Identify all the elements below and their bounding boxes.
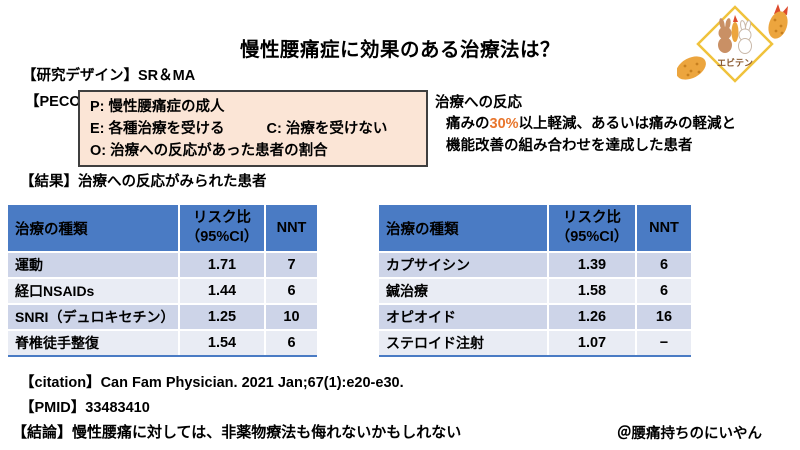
pmid-label: 【PMID】 (20, 400, 86, 416)
table-row-treatment: SNRI（デュロキセチン） (8, 305, 178, 329)
response-line2: 機能改善の組み合わせを達成した患者 (446, 138, 693, 154)
table-row-treatment: 鍼治療 (379, 279, 547, 303)
column-header-risk: リスク比 （95%CI） (549, 205, 635, 251)
pmid-line: 【PMID】33483410 (20, 396, 150, 417)
risk-header-line1: リスク比 (563, 210, 621, 226)
table-row-risk: 1.26 (549, 305, 635, 329)
study-design-line: 【研究デザイン】SR＆MA (22, 64, 195, 85)
results-heading: 【結果】治療への反応がみられた患者 (20, 174, 267, 190)
column-header-nnt: NNT (637, 205, 691, 251)
table-row-nnt: 10 (266, 305, 317, 329)
peco-label: 【PECO】 (25, 94, 96, 110)
study-design-value: SR＆MA (138, 68, 196, 84)
logo-caption: エビテン (717, 57, 753, 68)
column-header-treatment: 治療の種類 (379, 205, 547, 251)
risk-header-line2: （95%CI） (185, 229, 259, 245)
table-row-risk: 1.07 (549, 331, 635, 355)
table-row-treatment: ステロイド注射 (379, 331, 547, 355)
peco-line-c: C: 治療を受けない (266, 121, 388, 137)
table-row-treatment: 脊椎徒手整復 (8, 331, 178, 355)
column-header-nnt: NNT (266, 205, 317, 251)
peco-line-p: P: 慢性腰痛症の成人 (90, 99, 225, 115)
column-header-treatment: 治療の種類 (8, 205, 178, 251)
rabbit-white-icon (738, 20, 752, 54)
citation-label: 【citation】 (20, 375, 101, 391)
table-row-risk: 1.54 (180, 331, 264, 355)
tempura-shrimp-icon (676, 56, 706, 80)
table-row-risk: 1.25 (180, 305, 264, 329)
table-row-nnt: 6 (637, 279, 691, 303)
table-row-nnt: 7 (266, 253, 317, 277)
table-row-risk: 1.44 (180, 279, 264, 303)
response-pre: 痛みの (446, 116, 490, 132)
table-row-treatment: 運動 (8, 253, 178, 277)
risk-header-line1: リスク比 (193, 210, 251, 226)
conclusion-line: 【結論】慢性腰痛に対しては、非薬物療法も侮れないかもしれない (12, 424, 462, 441)
results-table-left: 治療の種類 リスク比 （95%CI） NNT 運動 1.71 7 経口NSAID… (8, 205, 317, 357)
column-header-risk: リスク比 （95%CI） (180, 205, 264, 251)
tempura-shrimp-icon (768, 4, 788, 39)
table-row-nnt: 6 (637, 253, 691, 277)
table-row-treatment: オピオイド (379, 305, 547, 329)
study-design-label: 【研究デザイン】 (22, 68, 138, 84)
table-row-nnt: 6 (266, 279, 317, 303)
author-credit: ＠腰痛持ちのにいやん (617, 426, 762, 442)
response-post: 以上軽減、あるいは痛みの軽減と (518, 116, 737, 132)
table-row-treatment: カプサイシン (379, 253, 547, 277)
ebi-tail-icon (731, 15, 739, 42)
peco-line-ec: E: 各種治療を受ける C: 治療を受けない (90, 118, 416, 140)
ebiten-logo-graphic: エビテン (676, 4, 788, 83)
peco-line-o: O: 治療への反応があった患者の割合 (90, 143, 328, 159)
table-row-risk: 1.39 (549, 253, 635, 277)
citation-line: 【citation】Can Fam Physician. 2021 Jan;67… (20, 371, 404, 392)
peco-box: P: 慢性腰痛症の成人 E: 各種治療を受ける C: 治療を受けない O: 治療… (78, 90, 428, 167)
peco-line-e: E: 各種治療を受ける (90, 121, 225, 137)
table-row-risk: 1.71 (180, 253, 264, 277)
response-heading: 治療への反応 (435, 95, 522, 111)
response-highlight: 30% (489, 116, 519, 132)
table-row-nnt: 16 (637, 305, 691, 329)
logo-diamond (696, 5, 774, 83)
table-row-risk: 1.58 (549, 279, 635, 303)
page-title: 慢性腰痛症に効果のある治療法は？ (239, 39, 560, 61)
response-line1: 痛みの30%以上軽減、あるいは痛みの軽減と (446, 113, 736, 135)
response-definition: 痛みの30%以上軽減、あるいは痛みの軽減と 機能改善の組み合わせを達成した患者 (446, 113, 736, 157)
table-row-nnt: − (637, 331, 691, 355)
results-table-right: 治療の種類 リスク比 （95%CI） NNT カプサイシン 1.39 6 鍼治療… (379, 205, 691, 357)
ebiten-logo: エビテン (676, 2, 792, 87)
pmid-value: 33483410 (85, 400, 150, 416)
rabbit-brown-icon (718, 18, 732, 53)
table-row-treatment: 経口NSAIDs (8, 279, 178, 303)
table-row-nnt: 6 (266, 331, 317, 355)
citation-value: Can Fam Physician. 2021 Jan;67(1):e20-e3… (100, 375, 404, 391)
risk-header-line2: （95%CI） (555, 229, 629, 245)
